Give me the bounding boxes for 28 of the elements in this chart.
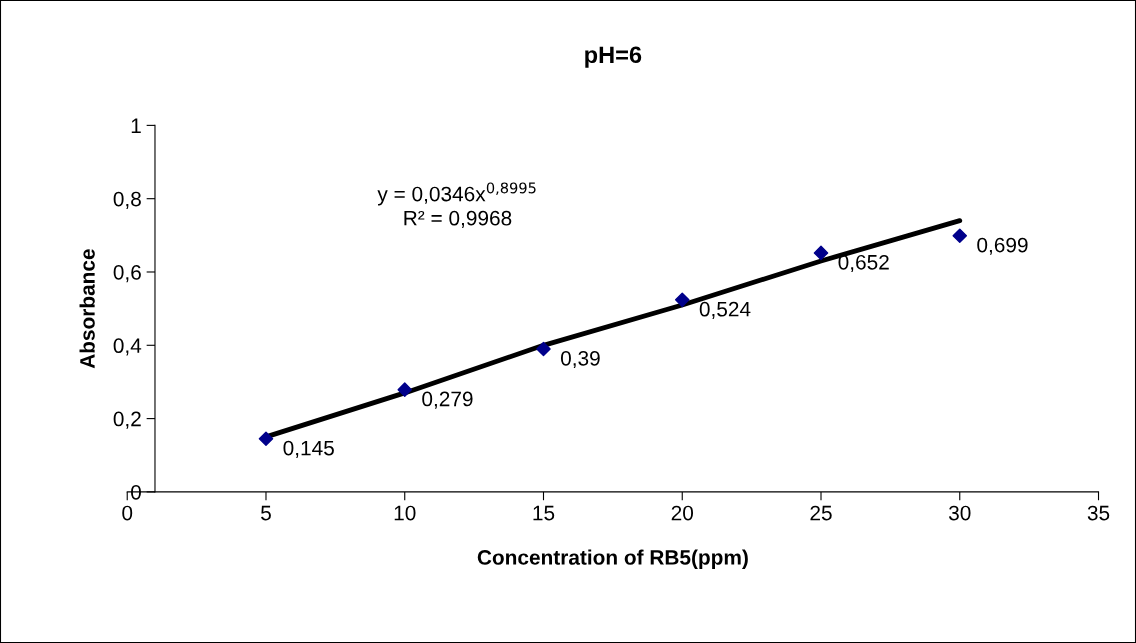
point bbox=[952, 228, 968, 243]
data-label: 0,524 bbox=[699, 301, 751, 320]
y-tick-label: 0,6 bbox=[113, 264, 141, 283]
y-axis-title: Absorbance bbox=[79, 249, 95, 369]
data-label: 0,279 bbox=[422, 391, 473, 409]
annotation: y = 0,0346x$^{0,8995}$ R² = 0,9968 bbox=[377, 182, 536, 228]
x-tick-label: 30 bbox=[948, 505, 971, 521]
point bbox=[258, 431, 274, 447]
data-label: 0,699 bbox=[977, 237, 1028, 255]
point bbox=[813, 245, 829, 261]
point bbox=[397, 382, 413, 397]
data-label: 0,145 bbox=[283, 440, 334, 458]
y-tick-label: 0,4 bbox=[113, 338, 142, 356]
x-axis-title: Concentration of RB5(ppm) bbox=[477, 549, 748, 569]
x-tick-label: 20 bbox=[671, 505, 694, 521]
point bbox=[674, 292, 690, 308]
data-label: 0,39 bbox=[560, 350, 600, 369]
y-tick-label: 0,2 bbox=[113, 411, 141, 429]
point bbox=[536, 341, 551, 357]
x-tick-label: 25 bbox=[810, 505, 832, 521]
x-tick-label: 5 bbox=[261, 505, 271, 521]
data-label: 0,652 bbox=[838, 254, 889, 273]
x-tick-label: 35 bbox=[1087, 505, 1110, 521]
y-tick-label: 1 bbox=[131, 118, 141, 133]
y-tick-label: 0,8 bbox=[113, 191, 141, 209]
x-tick-label: 10 bbox=[394, 505, 416, 521]
chart-title: pH=6 bbox=[585, 46, 642, 68]
x-tick-label: 15 bbox=[533, 505, 555, 521]
